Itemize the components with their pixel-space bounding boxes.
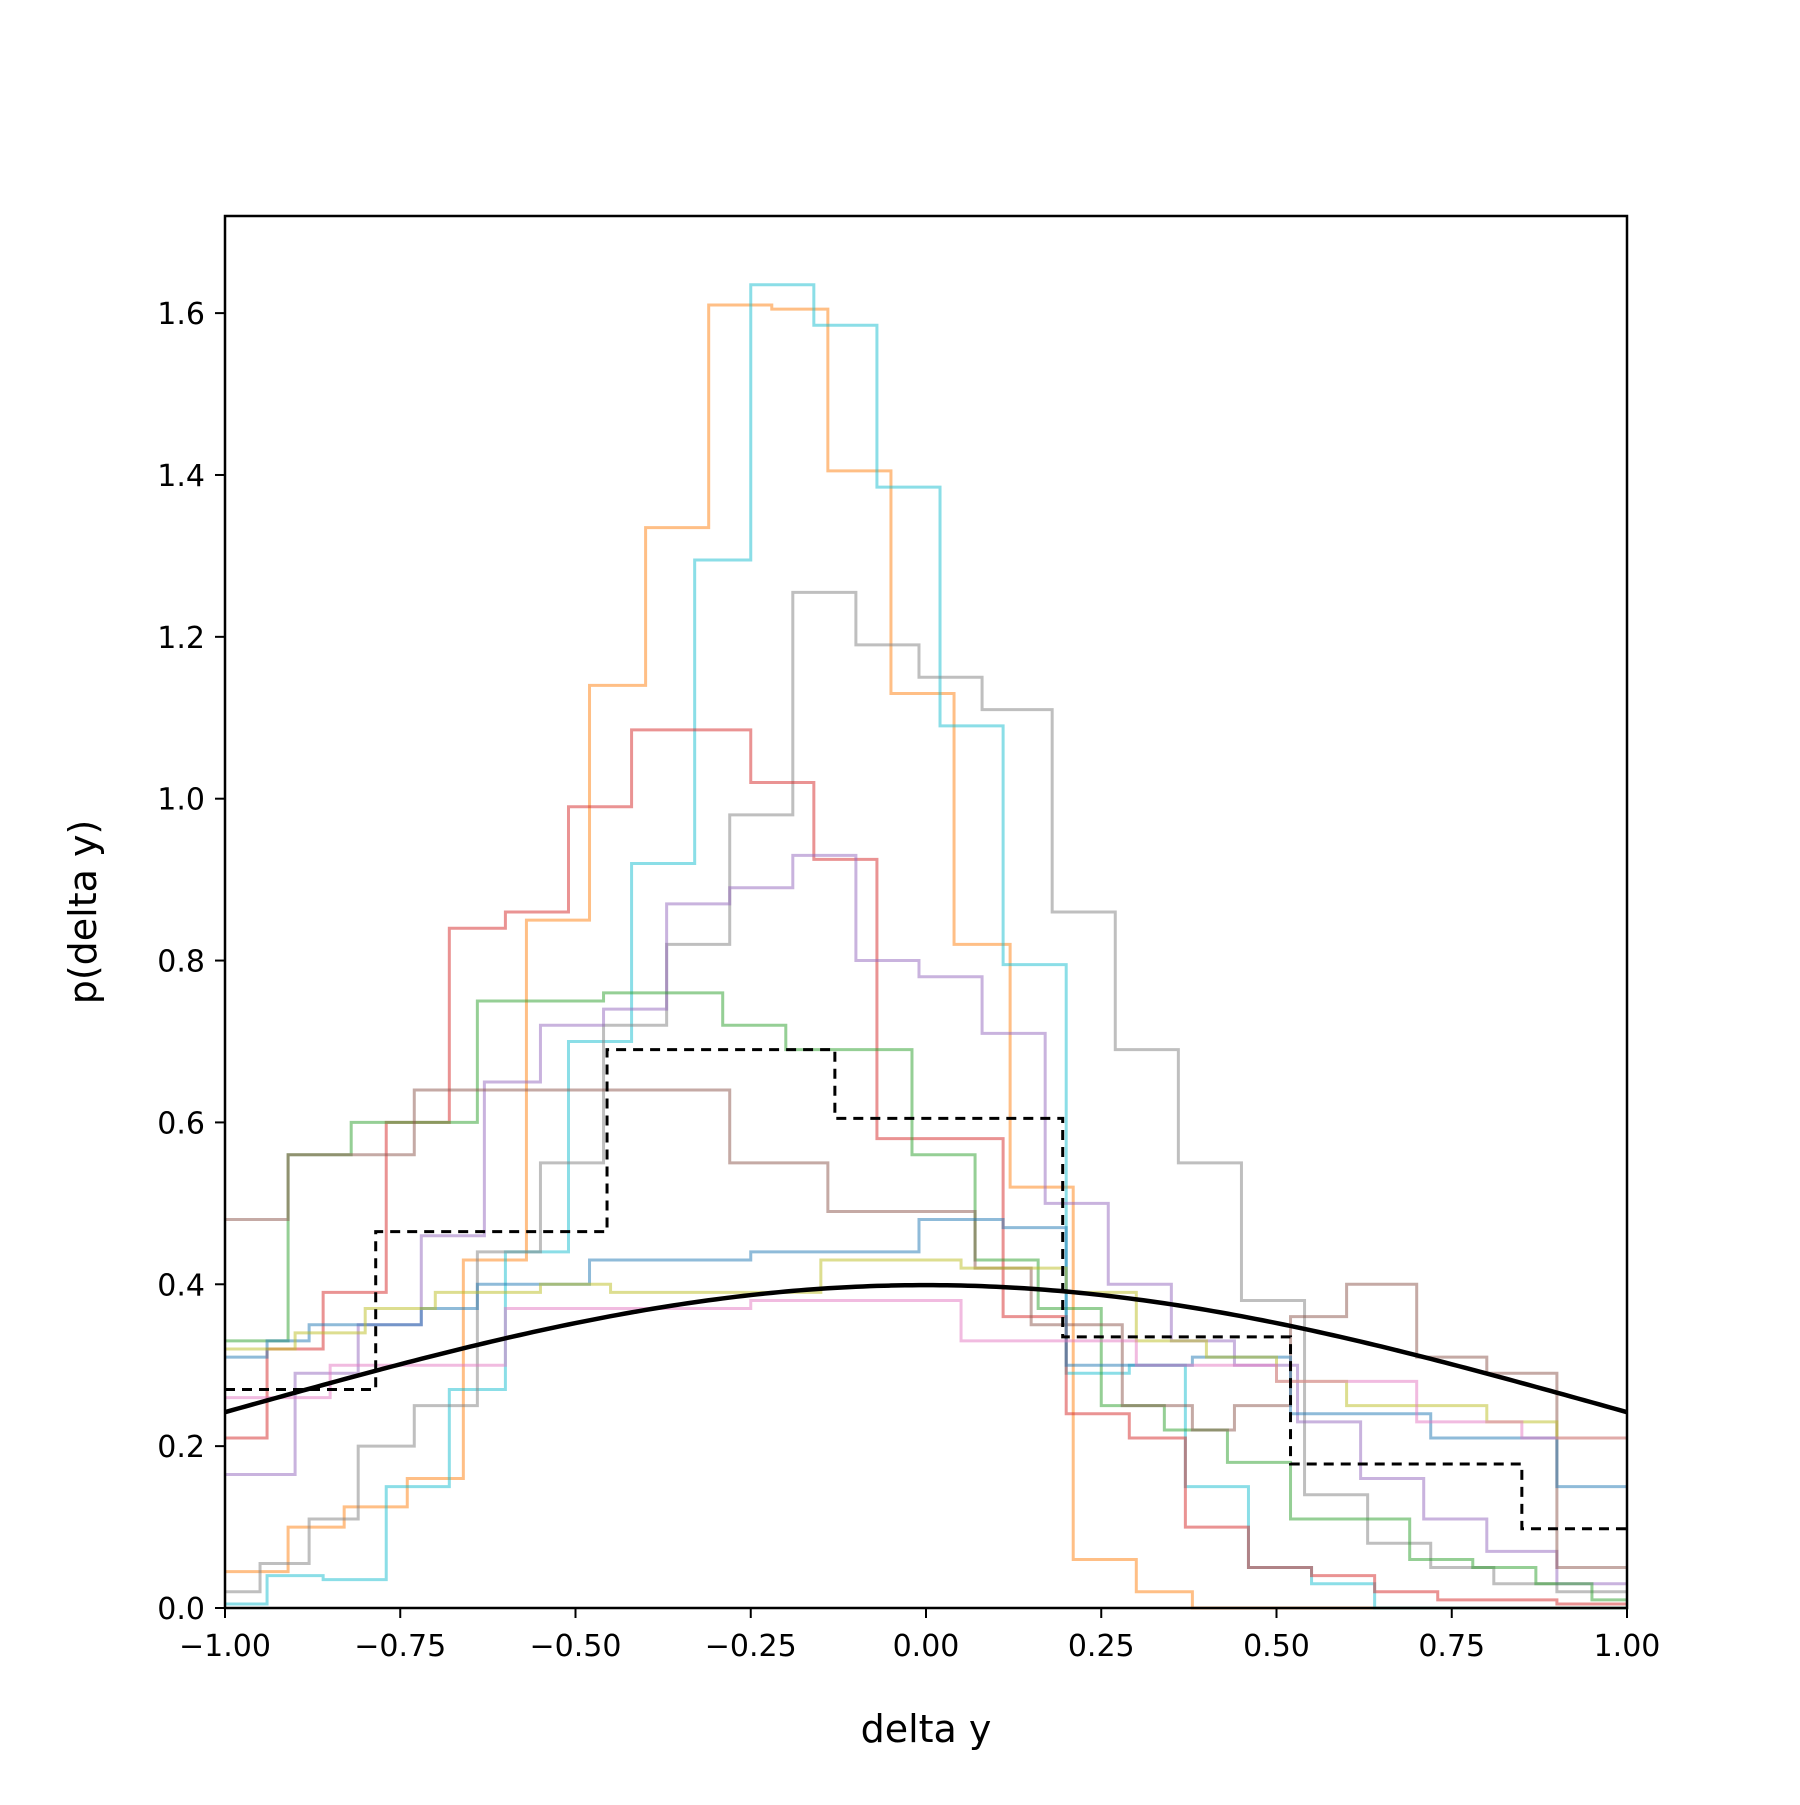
histogram-step-9: [225, 1298, 1627, 1440]
y-tick-label: 0.4: [157, 1268, 205, 1303]
x-tick-label: −0.75: [354, 1629, 446, 1664]
histogram-step-8: [225, 1258, 1627, 1440]
series-layer: [224, 283, 1628, 1610]
x-tick-label: −0.50: [530, 1629, 622, 1664]
y-tick-label: 0.8: [157, 945, 205, 980]
x-tick-label: 0.25: [1068, 1629, 1135, 1664]
x-tick-label: 1.00: [1594, 1629, 1661, 1664]
y-tick-label: 1.4: [157, 459, 205, 494]
normal-curve-line: [224, 1282, 1628, 1415]
x-axis-label: delta y: [861, 1707, 992, 1751]
y-tick-label: 0.6: [157, 1106, 205, 1141]
y-tick-label: 0.2: [157, 1430, 205, 1465]
y-tick-label: 0.0: [157, 1592, 205, 1627]
histogram-step-4: [225, 853, 1627, 1586]
x-axis: −1.00 −0.75 −0.50 −0.25 0.00 0.25 0.50 0.75 1.00: [179, 1608, 1660, 1664]
x-tick-label: 0.00: [893, 1629, 960, 1664]
y-tick-label: 1.6: [157, 297, 205, 332]
x-tick-label: 0.50: [1243, 1629, 1310, 1664]
x-tick-label: 0.75: [1418, 1629, 1485, 1664]
y-tick-label: 1.0: [157, 783, 205, 818]
histogram-step-dashed: [225, 1048, 1627, 1531]
y-axis-label: p(delta y): [61, 820, 105, 1005]
histogram-step-7: [225, 1218, 1627, 1489]
y-axis: 0.0 0.2 0.4 0.6 0.8 1.0 1.2 1.4 1.6: [157, 297, 225, 1627]
y-tick-label: 1.2: [157, 621, 205, 656]
x-tick-label: −1.00: [179, 1629, 271, 1664]
x-tick-label: −0.25: [705, 1629, 797, 1664]
